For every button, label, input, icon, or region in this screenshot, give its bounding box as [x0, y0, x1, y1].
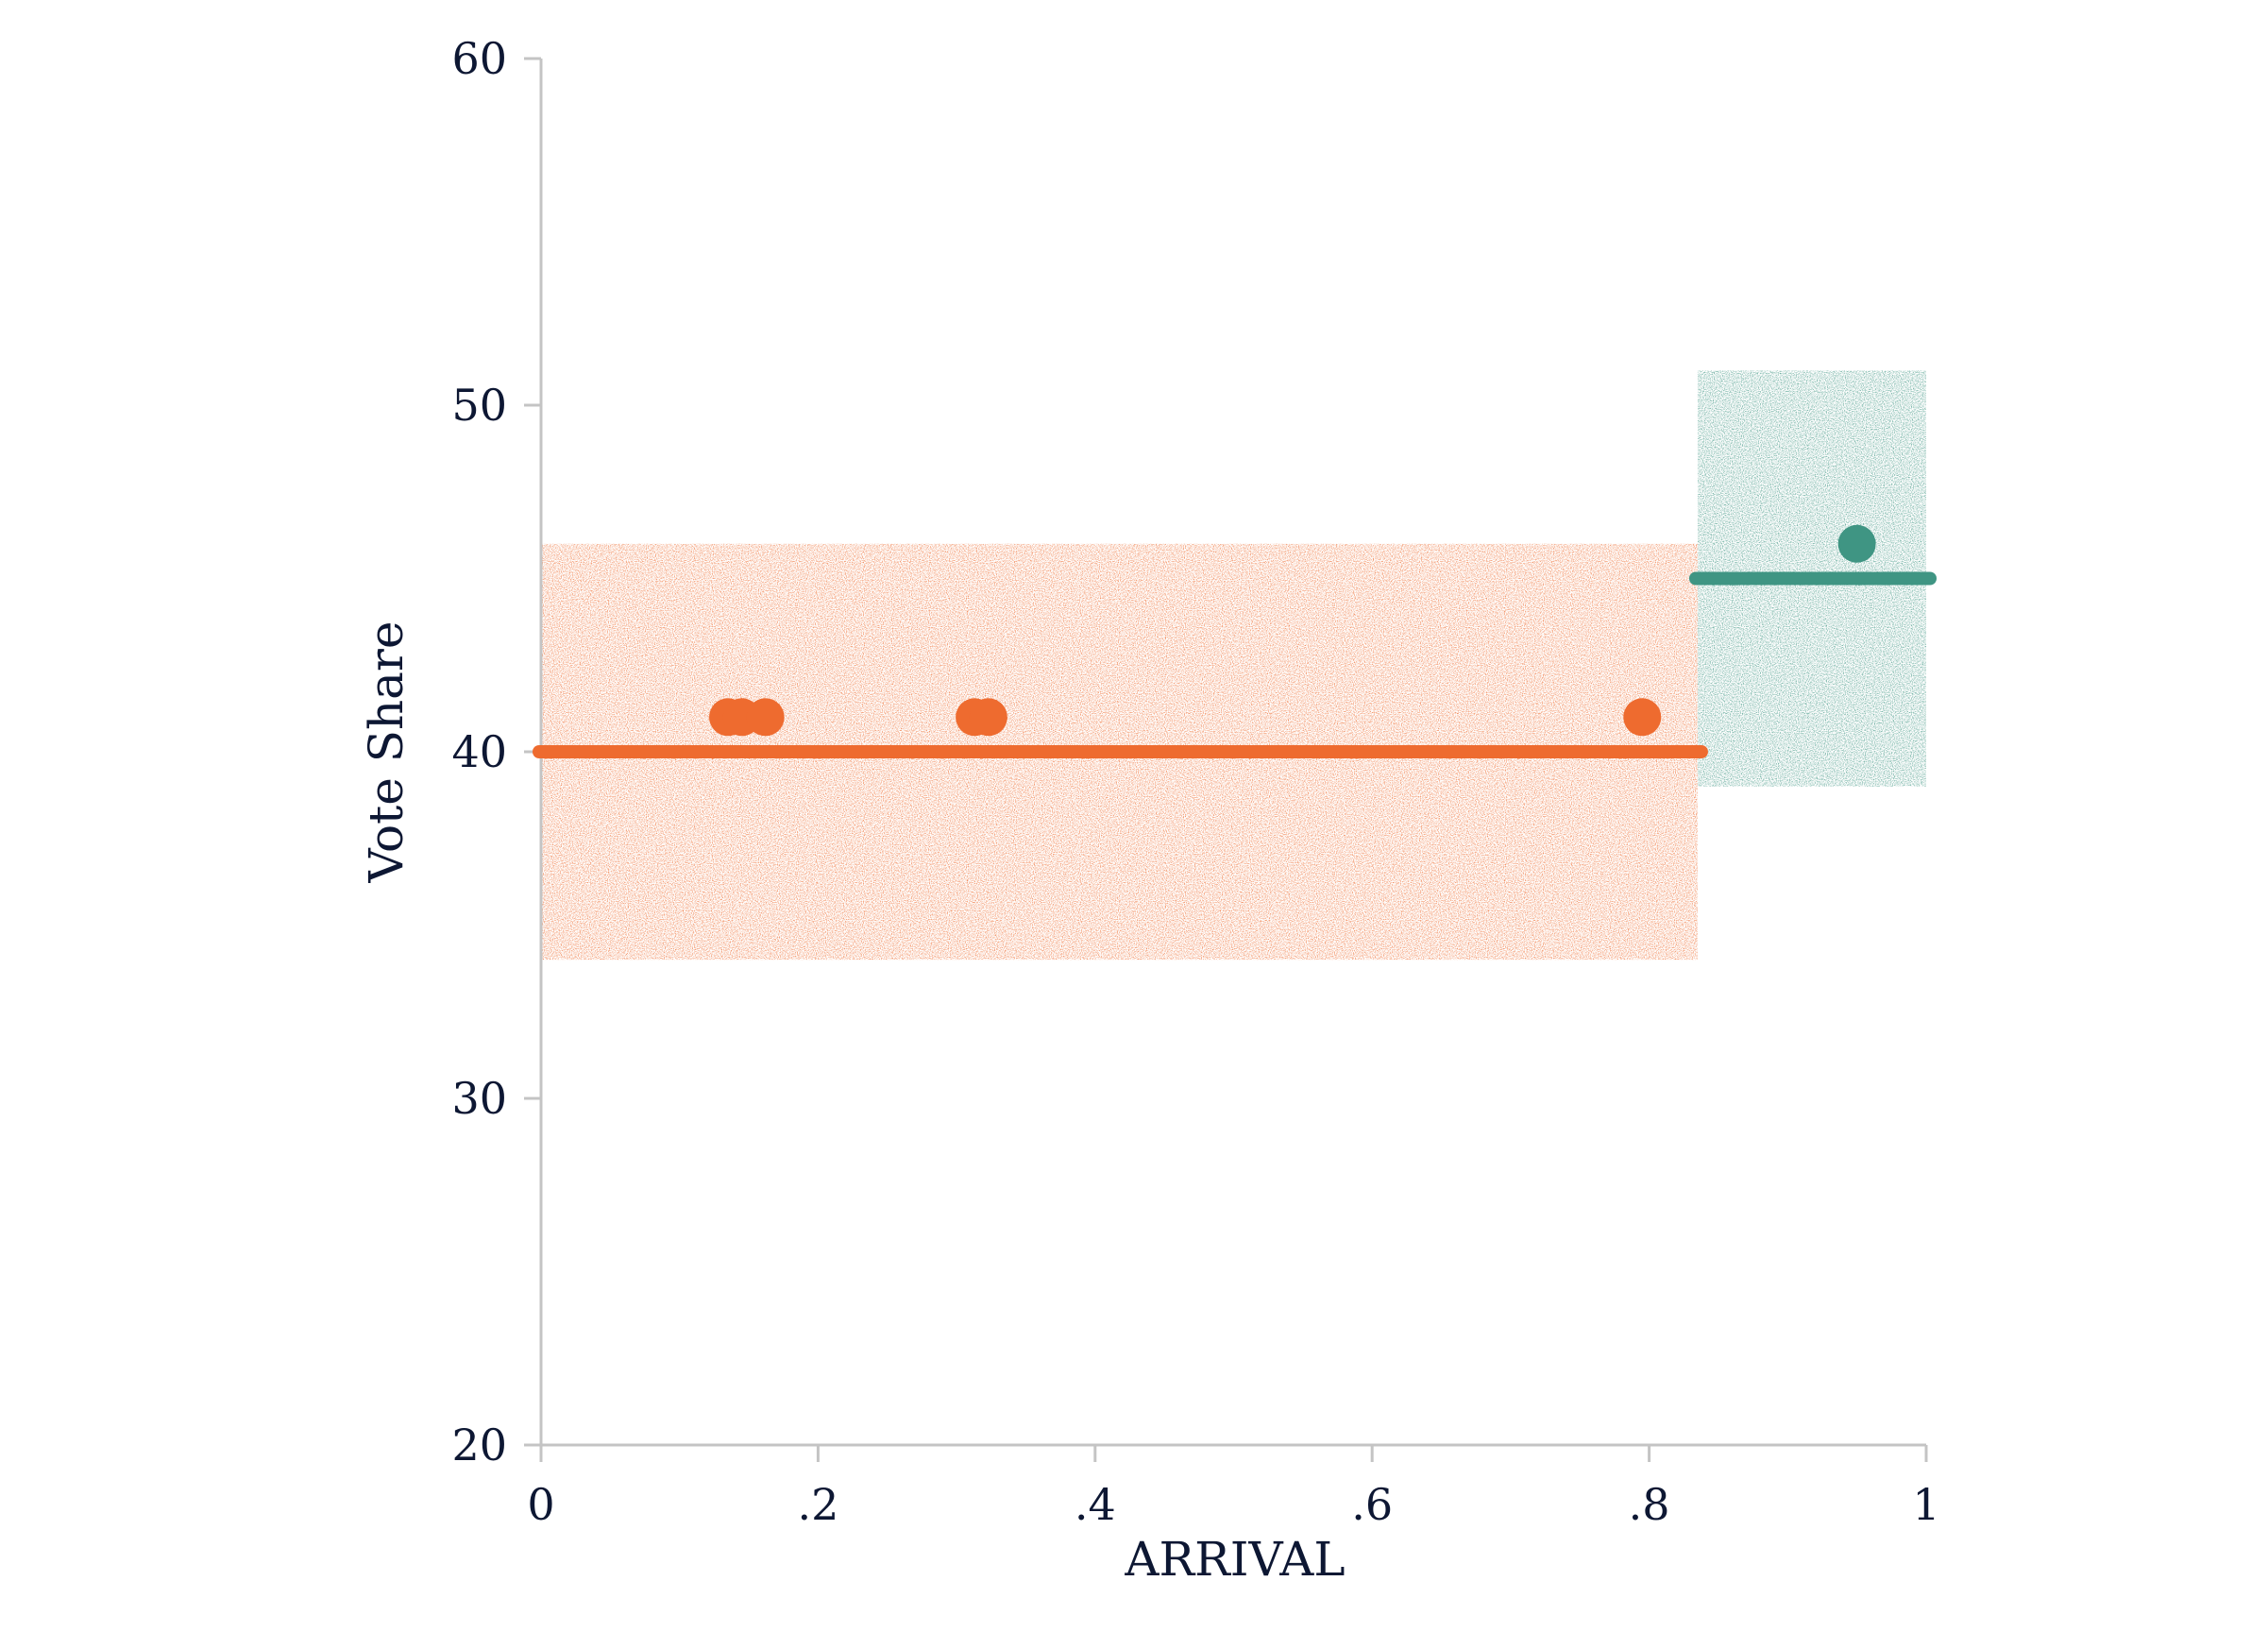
- data-point-2-1: [1837, 524, 1876, 563]
- y-tick-label: 50: [451, 380, 507, 431]
- y-tick-label: 60: [451, 33, 507, 84]
- y-tick-label: 40: [451, 726, 507, 777]
- data-point-1-6: [1623, 698, 1662, 737]
- y-tick-label: 20: [451, 1420, 507, 1470]
- data-points: [709, 524, 1876, 737]
- x-tick-label: .4: [1075, 1479, 1116, 1530]
- x-tick-label: .2: [797, 1479, 838, 1530]
- y-axis-ticks: 20 30 40 50 60: [451, 33, 541, 1470]
- mean-lines: [533, 571, 1937, 758]
- axes: 20 30 40 50 60 0 .2 .4 .6 .8 1: [451, 33, 1939, 1530]
- data-point-1-5: [969, 698, 1007, 737]
- x-tick-label: 1: [1912, 1479, 1939, 1530]
- data-point-1-3: [746, 698, 785, 737]
- x-tick-label: 0: [527, 1479, 554, 1530]
- y-axis-title: Vote Share: [359, 621, 414, 884]
- x-axis-title: ARRIVAL: [1124, 1532, 1345, 1587]
- confidence-bands: [541, 370, 1926, 960]
- y-tick-label: 30: [451, 1073, 507, 1124]
- x-tick-label: .8: [1629, 1479, 1670, 1530]
- x-tick-label: .6: [1351, 1479, 1393, 1530]
- x-axis-ticks: 0 .2 .4 .6 .8 1: [527, 1445, 1940, 1530]
